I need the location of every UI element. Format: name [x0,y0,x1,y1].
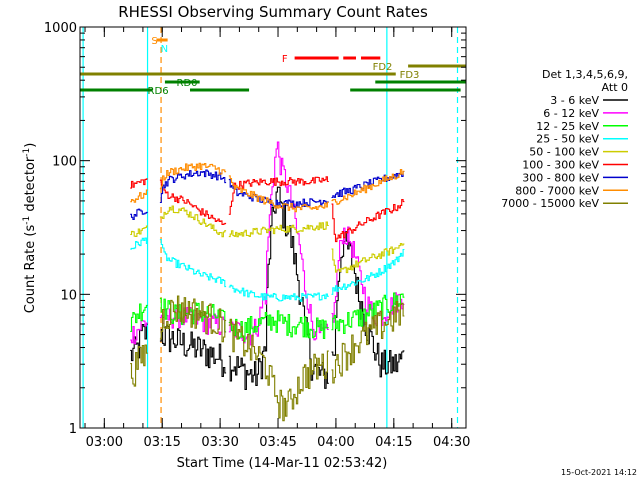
y-axis-label-sup2: -1 [22,148,32,157]
y-axis: 1 10 100 1000 [44,21,466,437]
legend-label-7: 800 - 7000 keV [515,184,599,197]
x-tick-label: 03:15 [143,435,180,450]
x-tick-label: 04:30 [433,435,470,450]
y-axis-label: Count Rate (s-1 detector-1) [22,143,38,314]
y-tick-label: 100 [52,155,77,170]
legend-header-1: Det 1,3,4,5,6,9, [542,68,628,81]
x-tick-label: 04:15 [375,435,412,450]
x-tick-label: 04:00 [317,435,354,450]
y-tick-label: 1 [69,422,77,437]
state-label-n: N [161,44,168,55]
legend-label-2: 12 - 25 keV [536,120,599,133]
y-axis-label-mid: detector [23,156,38,216]
y-axis-label-end: ) [23,143,38,148]
series-line-0 [130,186,405,390]
legend-label-5: 100 - 300 keV [522,159,599,172]
y-axis-label-sup1: -1 [22,216,32,225]
legend-label-8: 7000 - 15000 keV [501,197,599,210]
legend-header-2: Att 0 [602,81,628,94]
series-line-3 [130,237,405,302]
series-line-7 [130,162,405,213]
state-label-s: S [151,36,157,47]
series-line-4 [130,205,405,274]
series-line-8 [130,295,405,422]
plot-frame [79,26,467,429]
state-label-f: F [282,54,288,65]
state-bars: SN F FD2 FD3 RD0 RD6 [80,36,466,97]
legend-label-4: 50 - 100 keV [529,146,599,159]
y-axis-label-main: Count Rate (s [23,225,38,314]
footer-timestamp: 15-Oct-2021 14:12 [561,468,637,477]
series-line-6 [130,169,405,220]
state-label-fd2: FD2 [373,62,393,73]
legend-label-0: 3 - 6 keV [550,94,599,107]
series-line-5 [130,176,405,243]
chart-title: RHESSI Observing Summary Count Rates [118,3,428,21]
state-label-rd0: RD0 [177,78,198,89]
x-axis-label: Start Time (14-Mar-11 02:53:42) [177,456,388,471]
legend-label-6: 300 - 800 keV [522,171,599,184]
legend-label-1: 6 - 12 keV [543,107,599,120]
y-tick-label: 10 [60,288,77,303]
time-markers [82,27,459,428]
state-label-rd6: RD6 [148,86,169,97]
x-tick-label: 03:00 [86,435,123,450]
x-axis: 03:00 03:15 03:30 03:45 04:00 04:15 04:30 [84,27,470,450]
state-label-fd3: FD3 [400,70,420,81]
y-tick-label: 1000 [44,21,77,36]
x-tick-label: 03:45 [259,435,296,450]
series-lines [130,141,405,422]
series-line-1 [130,141,405,346]
x-tick-label: 03:30 [201,435,238,450]
legend-label-3: 25 - 50 keV [536,133,599,146]
